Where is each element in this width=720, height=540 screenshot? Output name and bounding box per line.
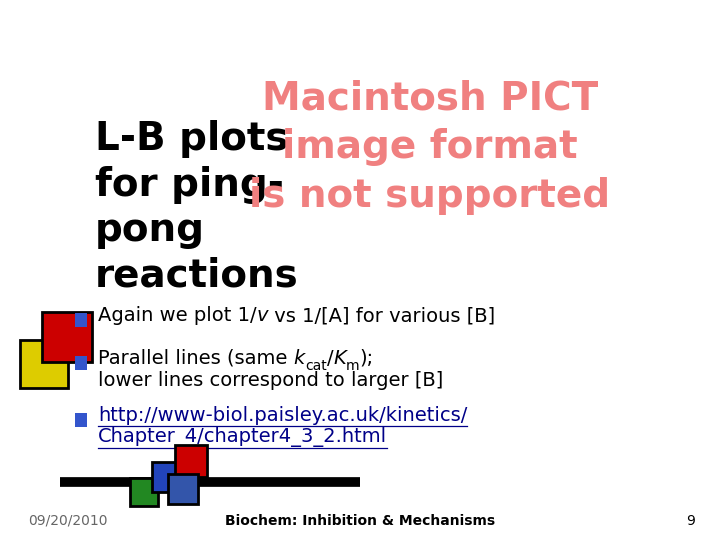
Text: );: );: [359, 349, 374, 368]
Text: Biochem: Inhibition & Mechanisms: Biochem: Inhibition & Mechanisms: [225, 514, 495, 528]
Text: cat: cat: [305, 359, 327, 373]
Bar: [75, 313, 87, 327]
Bar: [175, 445, 207, 477]
Bar: [75, 413, 87, 427]
Text: Macintosh PICT
image format
is not supported: Macintosh PICT image format is not suppo…: [249, 80, 611, 215]
Text: L-B plots
for ping-
pong
reactions: L-B plots for ping- pong reactions: [95, 120, 299, 294]
Text: 9: 9: [686, 514, 695, 528]
Text: K: K: [333, 349, 346, 368]
Bar: [42, 312, 92, 362]
Text: k: k: [294, 349, 305, 368]
Text: /: /: [327, 349, 333, 368]
Text: Again we plot 1/: Again we plot 1/: [98, 306, 256, 325]
Text: http://www-biol.paisley.ac.uk/kinetics/: http://www-biol.paisley.ac.uk/kinetics/: [98, 406, 467, 425]
Text: Chapter_4/chapter4_3_2.html: Chapter_4/chapter4_3_2.html: [98, 427, 387, 447]
Text: v: v: [256, 306, 268, 325]
Bar: [152, 462, 182, 492]
Text: lower lines correspond to larger [B]: lower lines correspond to larger [B]: [98, 371, 444, 390]
Bar: [20, 340, 68, 388]
Text: Parallel lines (same: Parallel lines (same: [98, 349, 294, 368]
Bar: [130, 478, 158, 506]
Text: 09/20/2010: 09/20/2010: [28, 514, 107, 528]
Bar: [75, 356, 87, 370]
Text: vs 1/[A] for various [B]: vs 1/[A] for various [B]: [268, 306, 495, 325]
Bar: [168, 474, 198, 504]
Text: m: m: [346, 359, 359, 373]
